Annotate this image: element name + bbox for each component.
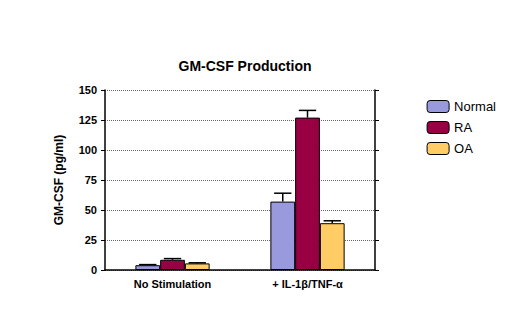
svg-text:75: 75 [85, 174, 97, 186]
svg-text:+ IL-1β/TNF-α: + IL-1β/TNF-α [272, 278, 343, 290]
svg-text:OA: OA [454, 141, 473, 156]
svg-text:Normal: Normal [454, 99, 496, 114]
svg-text:GM-CSF Production: GM-CSF Production [179, 58, 312, 74]
svg-text:50: 50 [85, 204, 97, 216]
svg-text:125: 125 [79, 114, 97, 126]
svg-text:No Stimulation: No Stimulation [134, 278, 212, 290]
svg-text:0: 0 [91, 264, 97, 276]
svg-text:GM-CSF (pg/ml): GM-CSF (pg/ml) [52, 135, 66, 226]
svg-text:RA: RA [454, 120, 472, 135]
svg-text:150: 150 [79, 84, 97, 96]
svg-text:25: 25 [85, 234, 97, 246]
svg-text:100: 100 [79, 144, 97, 156]
